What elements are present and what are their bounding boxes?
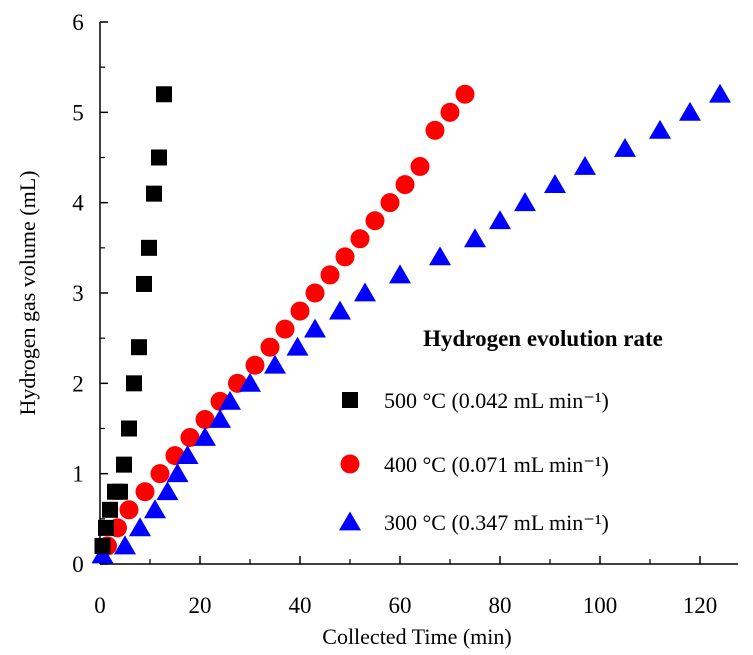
- legend-entry-300: 300 °C (0.347 mL min⁻¹): [384, 510, 609, 535]
- data-point-triangle: [574, 156, 596, 175]
- data-point-circle: [260, 337, 280, 357]
- data-point-triangle: [544, 174, 566, 193]
- legend-marker-triangle: [339, 511, 361, 531]
- data-point-circle: [305, 283, 325, 303]
- data-point-circle: [335, 247, 355, 267]
- x-tick-label: 40: [289, 593, 312, 618]
- axes: [99, 22, 738, 565]
- data-point-triangle: [166, 463, 189, 483]
- y-tick-label: 2: [72, 371, 84, 396]
- data-point-circle: [180, 428, 200, 448]
- legend-marker-circle: [340, 454, 360, 474]
- legend-markers: [339, 392, 361, 531]
- data-point-circle: [135, 482, 155, 502]
- data-point-square: [146, 185, 162, 202]
- data-point-circle: [195, 409, 215, 429]
- data-point-circle: [350, 229, 370, 249]
- data-point-square: [102, 501, 118, 518]
- y-tick-label: 5: [72, 100, 84, 125]
- data-point-square: [121, 420, 137, 437]
- y-tick-label: 0: [72, 552, 84, 577]
- data-point-square: [116, 456, 132, 473]
- data-point-square: [156, 86, 172, 103]
- data-point-triangle: [464, 228, 486, 248]
- data-point-square: [141, 239, 157, 256]
- data-point-triangle: [514, 192, 536, 212]
- data-point-triangle: [194, 427, 216, 446]
- data-point-triangle: [304, 318, 326, 338]
- data-point-square: [98, 519, 114, 536]
- data-point-triangle: [144, 499, 166, 519]
- series-square: [94, 86, 172, 554]
- data-point-triangle: [354, 282, 376, 302]
- series-triangle: [91, 83, 731, 564]
- data-point-square: [126, 375, 142, 392]
- data-point-square: [112, 483, 128, 500]
- data-point-circle: [410, 157, 430, 177]
- data-point-circle: [119, 500, 139, 520]
- data-point-circle: [440, 102, 460, 122]
- data-point-triangle: [489, 210, 511, 230]
- data-point-square: [131, 339, 147, 356]
- y-tick-label: 4: [72, 191, 84, 216]
- legend-title: Hydrogen evolution rate: [423, 326, 663, 351]
- data-point-triangle: [329, 300, 351, 320]
- data-point-circle: [365, 211, 385, 231]
- data-point-triangle: [679, 101, 701, 121]
- data-point-triangle: [114, 535, 136, 555]
- data-point-triangle: [129, 517, 151, 537]
- data-point-circle: [150, 464, 170, 484]
- data-point-triangle: [264, 354, 286, 374]
- data-point-circle: [245, 355, 265, 375]
- data-point-circle: [320, 265, 340, 285]
- data-point-square: [136, 275, 152, 292]
- x-axis-title: Collected Time (min): [322, 624, 511, 649]
- data-point-circle: [275, 319, 295, 339]
- data-point-circle: [425, 120, 445, 140]
- data-point-triangle: [209, 408, 231, 428]
- data-point-triangle: [219, 390, 241, 410]
- y-tick-label: 6: [72, 10, 84, 35]
- y-tick-label: 1: [72, 462, 84, 487]
- data-point-triangle: [239, 372, 261, 392]
- data-point-square: [94, 537, 111, 554]
- x-tick-label: 120: [683, 593, 718, 618]
- x-tick-label: 100: [583, 593, 618, 618]
- data-point-triangle: [614, 137, 636, 157]
- legend-marker-square: [342, 392, 358, 408]
- legend-entry-400: 400 °C (0.071 mL min⁻¹): [384, 452, 609, 477]
- x-tick-label: 80: [489, 593, 512, 618]
- x-tick-label: 60: [389, 593, 412, 618]
- data-point-triangle: [429, 246, 451, 266]
- data-point-triangle: [709, 83, 731, 103]
- data-point-triangle: [156, 481, 179, 501]
- x-tick-label: 20: [189, 593, 212, 618]
- legend: Hydrogen evolution rate 500 °C (0.042 mL…: [339, 326, 663, 535]
- data-point-circle: [380, 193, 400, 213]
- data-point-triangle: [389, 264, 411, 284]
- data-point-triangle: [176, 445, 199, 464]
- data-point-triangle: [286, 336, 309, 356]
- y-tick-label: 3: [72, 281, 84, 306]
- data-point-circle: [395, 175, 415, 195]
- data-point-square: [151, 149, 167, 166]
- data-point-circle: [290, 301, 310, 321]
- legend-entry-500: 500 °C (0.042 mL min⁻¹): [384, 388, 609, 413]
- data-markers: [91, 83, 731, 564]
- data-point-circle: [455, 84, 475, 104]
- x-tick-label: 0: [94, 593, 106, 618]
- data-point-triangle: [649, 119, 671, 139]
- y-axis-title: Hydrogen gas volume (mL): [15, 171, 40, 416]
- ticks: [99, 21, 701, 565]
